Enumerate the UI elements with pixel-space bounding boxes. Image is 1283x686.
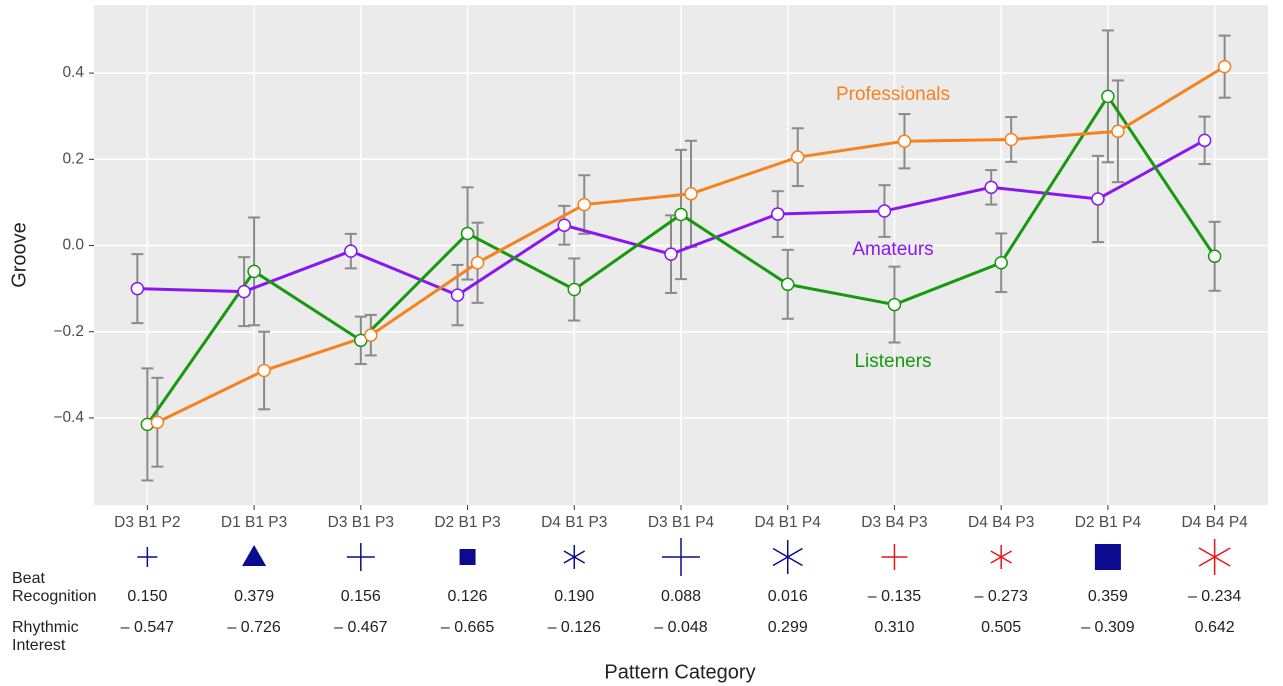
pattern-symbol <box>242 545 267 566</box>
symbol-stroke <box>1198 547 1231 567</box>
table-cell: 0.642 <box>1195 619 1235 636</box>
pattern-symbol <box>346 543 375 571</box>
pattern-symbol <box>459 549 476 565</box>
pattern-symbol <box>772 540 803 574</box>
x-axis-title: Pattern Category <box>604 661 755 683</box>
point <box>450 288 465 302</box>
point <box>897 134 912 148</box>
row-label: Recognition <box>12 588 97 605</box>
point <box>1101 89 1115 104</box>
table-cell: – 0.234 <box>1188 588 1241 605</box>
point <box>790 150 805 164</box>
symbol-square <box>1094 544 1121 570</box>
point <box>780 277 795 292</box>
table-cell: – 0.665 <box>441 619 494 636</box>
x-tick-label: D2 B1 P3 <box>434 514 500 531</box>
x-tick-label: D4 B1 P4 <box>755 514 822 531</box>
y-tick-label: −0.4 <box>53 409 84 426</box>
point <box>1217 59 1232 74</box>
point <box>1004 132 1018 147</box>
x-tick-label: D4 B1 P3 <box>541 514 607 531</box>
row-label: Interest <box>12 637 66 654</box>
table-cell: 0.126 <box>448 588 488 605</box>
point <box>1091 192 1105 206</box>
point <box>674 207 688 222</box>
point <box>470 256 485 270</box>
point <box>1207 249 1222 264</box>
point <box>557 218 572 233</box>
pattern-symbol <box>1094 544 1121 570</box>
point <box>344 244 358 258</box>
pattern-symbol <box>137 547 158 567</box>
pattern-symbol <box>662 538 700 576</box>
pattern-symbol <box>990 545 1012 569</box>
table-cell: 0.379 <box>234 588 274 605</box>
pattern-symbol <box>881 544 908 570</box>
symbol-stroke <box>563 550 586 564</box>
table-cell: – 0.135 <box>868 588 921 605</box>
table-cell: 0.088 <box>661 588 701 605</box>
table-cell: 0.505 <box>981 619 1021 636</box>
table-cell: – 0.126 <box>548 619 601 636</box>
x-tick-label: D4 B4 P4 <box>1181 514 1248 531</box>
table-cell: – 0.273 <box>974 588 1027 605</box>
point <box>567 282 582 297</box>
x-tick-label: D4 B4 P3 <box>968 514 1034 531</box>
pattern-symbol <box>1198 539 1231 575</box>
symbol-stroke <box>990 550 1012 564</box>
point <box>984 180 998 195</box>
point <box>877 204 892 218</box>
point <box>770 207 785 221</box>
series-label: Listeners <box>854 351 931 372</box>
point <box>247 264 261 279</box>
table-cell: – 0.547 <box>121 619 174 636</box>
point <box>1197 133 1212 148</box>
table-cell: – 0.726 <box>227 619 280 636</box>
point <box>130 281 145 296</box>
point <box>684 187 698 201</box>
row-label: Rhythmic <box>12 619 79 636</box>
x-tick-label: D3 B1 P4 <box>648 514 715 531</box>
table-cell: 0.310 <box>874 619 914 636</box>
table-cell: – 0.048 <box>654 619 707 636</box>
x-tick-label: D3 B1 P2 <box>114 514 180 531</box>
symbol-stroke <box>772 547 803 567</box>
point <box>460 226 475 241</box>
symbol-square <box>459 549 476 565</box>
series-label: Professionals <box>836 84 950 105</box>
table-cell: 0.016 <box>768 588 808 605</box>
point <box>887 297 902 312</box>
x-tick-label: D1 B1 P3 <box>221 514 287 531</box>
y-axis-title: Groove <box>8 222 30 288</box>
y-tick-label: 0.0 <box>62 237 84 254</box>
y-tick-label: −0.2 <box>53 323 84 340</box>
table-cell: – 0.309 <box>1081 619 1134 636</box>
series-label: Amateurs <box>852 239 933 260</box>
table-cell: – 0.467 <box>334 619 387 636</box>
table-cell: 0.150 <box>127 588 167 605</box>
pattern-symbol <box>563 545 586 569</box>
point <box>1111 124 1125 139</box>
x-tick-label: D3 B1 P3 <box>328 514 394 531</box>
table-cell: 0.156 <box>341 588 381 605</box>
table-cell: 0.299 <box>768 619 808 636</box>
row-label: Beat <box>12 570 45 587</box>
y-tick-label: 0.2 <box>62 150 84 167</box>
y-tick-label: 0.4 <box>62 64 84 81</box>
symbol-triangle <box>242 545 267 566</box>
table-cell: 0.190 <box>554 588 594 605</box>
point <box>237 284 251 299</box>
point <box>994 256 1008 270</box>
x-tick-label: D3 B4 P3 <box>861 514 927 531</box>
point <box>577 197 592 212</box>
point <box>257 363 271 378</box>
point <box>364 328 378 342</box>
x-tick-label: D2 B1 P4 <box>1075 514 1142 531</box>
point <box>150 415 165 429</box>
table-cell: 0.359 <box>1088 588 1128 605</box>
point <box>664 247 678 261</box>
